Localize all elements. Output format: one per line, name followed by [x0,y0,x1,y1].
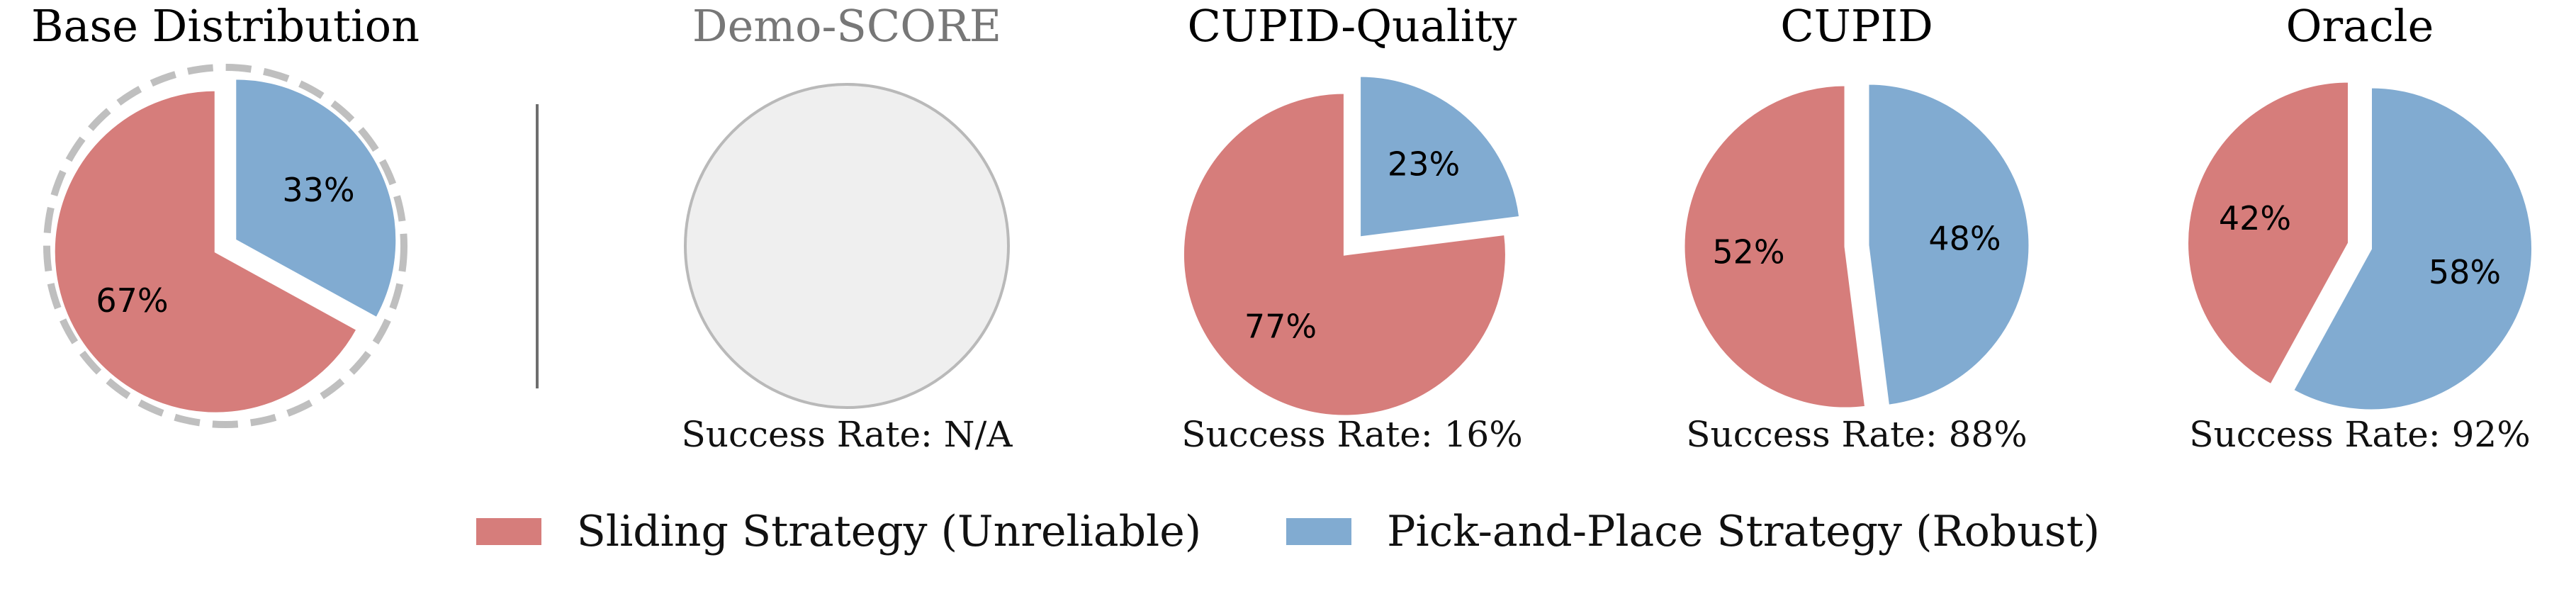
legend-label-pickplace: Pick-and-Place Strategy (Robust) [1387,507,2100,556]
pie-slice-label: 77% [1244,308,1317,346]
pie-title: Demo-SCORE [692,0,1001,52]
pie-chart-2: CUPID-Quality 77% 23% Success Rate: 16% [1181,0,1522,455]
pie-slice-sliding [2186,80,2350,386]
pie-chart-3: CUPID 52% 48% Success Rate: 88% [1682,0,2031,455]
pie-title: CUPID-Quality [1187,0,1517,52]
legend-item-pickplace: Pick-and-Place Strategy (Robust) [1286,507,2100,556]
pie-slice-pickplace [1359,74,1522,239]
success-rate-label: Success Rate: N/A [682,414,1013,455]
pie-slice-label: 58% [2429,253,2501,291]
success-rate-label: Success Rate: 88% [1686,414,2027,455]
legend-label-sliding: Sliding Strategy (Unreliable) [576,507,1202,556]
pie-slice-pickplace [2291,86,2533,412]
pie-slice-label: 23% [1388,145,1460,183]
empty-pie [684,83,1010,409]
pie-slice-label: 48% [1928,219,2001,257]
pie-slice-sliding [1181,91,1507,417]
pie-slice-label: 33% [282,171,354,209]
dashed-outline [43,64,407,428]
legend: Sliding Strategy (Unreliable) Pick-and-P… [0,500,2576,563]
legend-swatch-sliding [476,518,541,545]
pie-chart-4: Oracle 42% 58% Success Rate: 92% [2186,0,2533,455]
legend-swatch-pickplace [1286,518,1352,545]
pie-title: Base Distribution [31,0,420,52]
pie-chart-0: Base Distribution 67% 33% [31,0,420,428]
pie-slice-sliding [1682,84,1867,410]
pie-slice-label: 67% [96,281,168,320]
pie-slice-label: 42% [2219,199,2291,237]
success-rate-label: Success Rate: 16% [1181,414,1522,455]
pie-chart-1: Demo-SCORE Success Rate: N/A [682,0,1013,455]
success-rate-label: Success Rate: 92% [2189,414,2530,455]
pie-slice-pickplace [1867,82,2031,407]
pie-title: CUPID [1780,0,1933,52]
legend-item-sliding: Sliding Strategy (Unreliable) [476,507,1201,556]
pie-slice-label: 52% [1712,233,1784,271]
pie-slice-pickplace [234,77,398,320]
pie-title: Oracle [2286,0,2434,52]
pie-slice-sliding [52,89,359,415]
